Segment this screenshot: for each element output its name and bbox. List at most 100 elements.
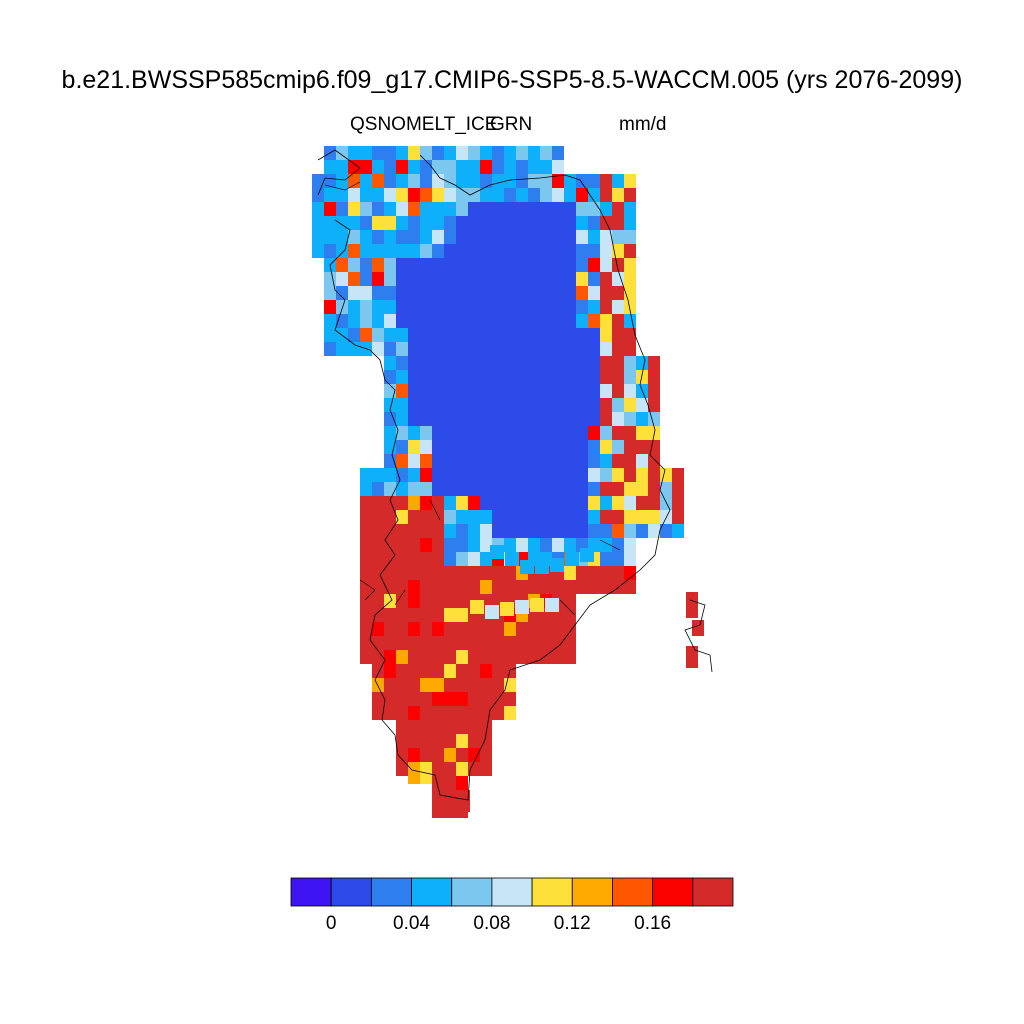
grid-cell — [480, 524, 492, 538]
grid-cell — [324, 286, 336, 300]
grid-cell — [456, 748, 468, 762]
grid-cell — [515, 600, 529, 614]
grid-cell — [552, 412, 564, 426]
grid-cell — [492, 328, 504, 342]
grid-cell — [528, 510, 540, 524]
grid-cell — [564, 622, 576, 636]
grid-cell — [480, 342, 492, 356]
grid-cell — [540, 188, 552, 202]
grid-cell — [444, 398, 456, 412]
grid-cell — [444, 678, 456, 692]
variable-label: QSNOMELT_ICE — [350, 114, 498, 135]
grid-cell — [516, 160, 528, 174]
grid-cell — [444, 636, 456, 650]
grid-cell — [432, 398, 444, 412]
grid-cell — [420, 342, 432, 356]
grid-cell — [384, 160, 396, 174]
grid-cell — [360, 244, 372, 258]
grid-cell — [516, 650, 528, 664]
grid-cell — [600, 496, 612, 510]
grid-cell — [528, 370, 540, 384]
grid-cell — [492, 482, 504, 496]
grid-cell — [624, 188, 636, 202]
grid-cell — [492, 412, 504, 426]
grid-cell — [438, 790, 470, 812]
grid-cell — [360, 608, 372, 622]
grid-cell — [600, 314, 612, 328]
grid-cell — [624, 468, 636, 482]
grid-cell — [456, 678, 468, 692]
grid-cell — [456, 230, 468, 244]
grid-cell — [505, 552, 519, 566]
grid-cell — [516, 384, 528, 398]
grid-cell — [600, 328, 612, 342]
grid-cell — [420, 412, 432, 426]
grid-cell — [564, 468, 576, 482]
grid-cell — [540, 454, 552, 468]
grid-cell — [456, 706, 468, 720]
grid-cell — [588, 328, 600, 342]
grid-cell — [420, 440, 432, 454]
grid-cell — [360, 286, 372, 300]
grid-cell — [420, 398, 432, 412]
grid-cell — [384, 174, 396, 188]
grid-cell — [384, 496, 396, 510]
grid-cell — [420, 664, 432, 678]
grid-cell — [564, 650, 576, 664]
grid-cell — [492, 202, 504, 216]
grid-cell — [565, 552, 579, 566]
grid-cell — [552, 384, 564, 398]
grid-cell — [528, 146, 540, 160]
grid-cell — [612, 384, 624, 398]
grid-cell — [360, 314, 372, 328]
grid-cell — [444, 706, 456, 720]
grid-cell — [420, 580, 432, 594]
colorbar-tick-label: 0.12 — [553, 913, 591, 934]
grid-cell — [360, 650, 372, 664]
grid-cell — [420, 496, 432, 510]
grid-cell — [444, 664, 456, 678]
grid-cell — [432, 678, 444, 692]
grid-cell — [540, 580, 552, 594]
grid-cell — [552, 398, 564, 412]
grid-cell — [588, 188, 600, 202]
grid-cell — [468, 580, 480, 594]
grid-cell — [528, 160, 540, 174]
grid-cell — [564, 580, 576, 594]
grid-cell — [396, 244, 408, 258]
grid-cell — [600, 468, 612, 482]
grid-cell — [420, 734, 432, 748]
grid-cell — [324, 244, 336, 258]
grid-cell — [432, 482, 444, 496]
grid-cell — [444, 188, 456, 202]
grid-cell — [564, 202, 576, 216]
grid-cell — [372, 692, 384, 706]
grid-cell — [504, 384, 516, 398]
grid-cell — [396, 258, 408, 272]
colorbar-tick-label: 0.16 — [634, 913, 672, 934]
grid-cell — [396, 720, 408, 734]
grid-cell — [444, 692, 456, 706]
grid-cell — [540, 356, 552, 370]
grid-cell — [552, 160, 564, 174]
grid-cell — [336, 230, 348, 244]
grid-cell — [456, 566, 468, 580]
grid-cell — [636, 468, 648, 482]
grid-cell — [456, 454, 468, 468]
grid-cell — [408, 370, 420, 384]
grid-cell — [432, 524, 444, 538]
grid-cell — [612, 174, 624, 188]
grid-cell — [540, 286, 552, 300]
grid-cell — [468, 692, 480, 706]
grid-cell — [432, 664, 444, 678]
grid-cell — [612, 454, 624, 468]
grid-cell — [408, 328, 420, 342]
grid-cell — [480, 748, 492, 762]
grid-cell — [540, 300, 552, 314]
grid-cell — [480, 622, 492, 636]
grid-cell — [384, 342, 396, 356]
grid-cell — [588, 454, 600, 468]
grid-cell — [420, 328, 432, 342]
grid-cell — [396, 398, 408, 412]
grid-cell — [432, 440, 444, 454]
